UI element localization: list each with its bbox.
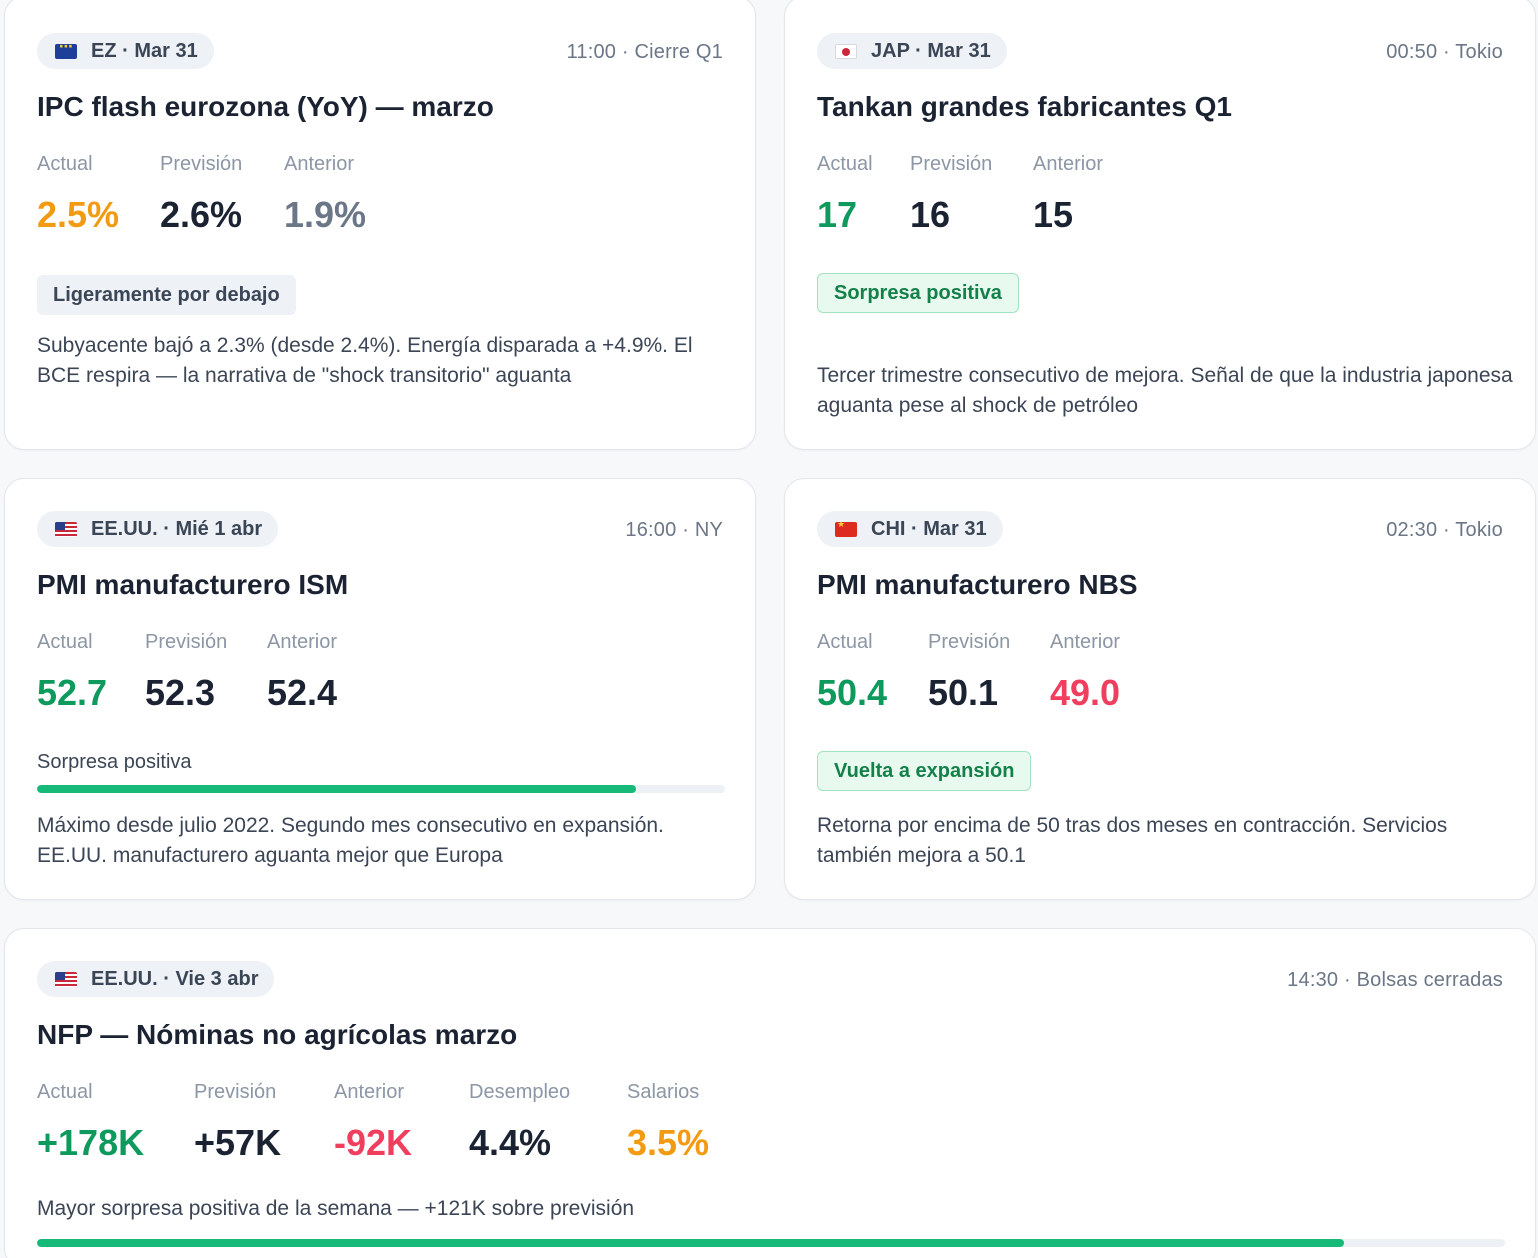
surprise-bar-label: Mayor sorpresa positiva de la semana — +…	[37, 1197, 635, 1220]
metric-label: Actual	[37, 631, 93, 653]
release-time: 14:30 · Bolsas cerradas	[1287, 969, 1503, 991]
country-date-tag: CHI · Mar 31	[817, 511, 1003, 547]
metric-value: 52.4	[267, 672, 338, 713]
surprise-bar-track	[37, 1239, 1505, 1247]
status-badge: Sorpresa positiva	[817, 273, 1019, 313]
metric-actual: Actual 52.7	[37, 631, 145, 713]
event-description: Tercer trimestre consecutivo de mejora. …	[817, 364, 1513, 417]
country-date-tag: EZ · Mar 31	[37, 33, 214, 69]
release-time: 11:00 · Cierre Q1	[566, 41, 723, 63]
metric-label: Actual	[817, 631, 873, 653]
metrics-row: Actual +178K Previsión +57K Anterior -92…	[37, 1081, 709, 1163]
metric-prevision: Previsión +57K	[194, 1081, 334, 1163]
us-flag-icon	[55, 521, 77, 537]
event-card-nfp[interactable]: EE.UU. · Vie 3 abr 14:30 · Bolsas cerrad…	[4, 928, 1536, 1258]
metric-value: 2.6%	[160, 194, 243, 235]
event-title: PMI manufacturero ISM	[37, 569, 349, 600]
tag-text: JAP · Mar 31	[871, 39, 991, 62]
metric-prevision: Previsión 52.3	[145, 631, 267, 713]
metric-value: 49.0	[1050, 672, 1121, 713]
release-time: 02:30 · Tokio	[1386, 519, 1503, 541]
metric-salarios: Salarios 3.5%	[627, 1081, 709, 1163]
event-title: NFP — Nóminas no agrícolas marzo	[37, 1019, 518, 1050]
metric-anterior: Anterior 52.4	[267, 631, 337, 713]
metric-anterior: Anterior 1.9%	[284, 153, 366, 235]
metric-prevision: Previsión 50.1	[928, 631, 1050, 713]
metric-label: Anterior	[334, 1081, 405, 1103]
metric-label: Previsión	[160, 153, 243, 175]
surprise-bar-fill	[37, 1239, 1344, 1247]
metrics-row: Actual 17 Previsión 16 Anterior 15	[817, 153, 1103, 235]
metric-prevision: Previsión 2.6%	[160, 153, 284, 235]
event-description: Subyacente bajó a 2.3% (desde 2.4%). Ene…	[37, 334, 693, 387]
metric-prevision: Previsión 16	[910, 153, 1033, 235]
tag-text: EE.UU. · Vie 3 abr	[91, 967, 259, 990]
metric-label: Previsión	[145, 631, 228, 653]
status-badge: Vuelta a expansión	[817, 751, 1032, 791]
metric-value: -92K	[334, 1122, 413, 1163]
metric-label: Previsión	[928, 631, 1011, 653]
metric-value: 3.5%	[627, 1122, 710, 1163]
status-badge: Ligeramente por debajo	[37, 275, 296, 315]
event-title: Tankan grandes fabricantes Q1	[817, 91, 1232, 122]
metric-value: 50.4	[817, 672, 888, 713]
metric-value: 17	[817, 194, 858, 235]
japan-flag-icon	[835, 43, 857, 59]
event-title: PMI manufacturero NBS	[817, 569, 1138, 600]
metric-value: 52.3	[145, 672, 216, 713]
release-time: 00:50 · Tokio	[1386, 41, 1503, 63]
eu-flag-icon	[55, 43, 77, 59]
event-title: IPC flash eurozona (YoY) — marzo	[37, 91, 494, 122]
tag-text: EE.UU. · Mié 1 abr	[91, 517, 263, 540]
metric-value: 52.7	[37, 672, 108, 713]
metric-label: Anterior	[267, 631, 338, 653]
metric-anterior: Anterior -92K	[334, 1081, 469, 1163]
metric-actual: Actual +178K	[37, 1081, 194, 1163]
event-card-tankan[interactable]: JAP · Mar 31 00:50 · Tokio Tankan grande…	[784, 0, 1536, 450]
metric-anterior: Anterior 15	[1033, 153, 1103, 235]
event-card-ipc-eurozona[interactable]: EZ · Mar 31 11:00 · Cierre Q1 IPC flash …	[4, 0, 756, 450]
country-date-tag: JAP · Mar 31	[817, 33, 1007, 69]
metric-label: Previsión	[910, 153, 993, 175]
metric-actual: Actual 2.5%	[37, 153, 160, 235]
metric-value: 2.5%	[37, 194, 120, 235]
metric-actual: Actual 17	[817, 153, 910, 235]
metric-label: Anterior	[284, 153, 355, 175]
metric-value: 15	[1033, 194, 1074, 235]
tag-text: CHI · Mar 31	[871, 517, 987, 540]
metric-value: +178K	[37, 1122, 145, 1163]
metric-value: 1.9%	[284, 194, 367, 235]
metric-actual: Actual 50.4	[817, 631, 928, 713]
metric-value: 4.4%	[469, 1122, 552, 1163]
metric-label: Previsión	[194, 1081, 277, 1103]
event-description: Máximo desde julio 2022. Segundo mes con…	[37, 814, 664, 867]
metric-value: 50.1	[928, 672, 999, 713]
surprise-bar-track	[37, 785, 725, 793]
metrics-row: Actual 2.5% Previsión 2.6% Anterior 1.9%	[37, 153, 366, 235]
metrics-row: Actual 50.4 Previsión 50.1 Anterior 49.0	[817, 631, 1120, 713]
release-time: 16:00 · NY	[625, 519, 723, 541]
tag-text: EZ · Mar 31	[91, 39, 198, 62]
us-flag-icon	[55, 971, 77, 987]
country-date-tag: EE.UU. · Vie 3 abr	[37, 961, 275, 997]
metric-label: Actual	[37, 1081, 93, 1103]
metric-desempleo: Desempleo 4.4%	[469, 1081, 627, 1163]
metric-label: Anterior	[1033, 153, 1104, 175]
metric-label: Desempleo	[469, 1081, 571, 1103]
event-card-ism[interactable]: EE.UU. · Mié 1 abr 16:00 · NY PMI manufa…	[4, 478, 756, 900]
event-description: Retorna por encima de 50 tras dos meses …	[817, 814, 1448, 867]
metrics-row: Actual 52.7 Previsión 52.3 Anterior 52.4	[37, 631, 337, 713]
metric-label: Anterior	[1050, 631, 1121, 653]
metric-value: 16	[910, 194, 951, 235]
metric-value: +57K	[194, 1122, 282, 1163]
metric-label: Actual	[37, 153, 93, 175]
event-card-nbs[interactable]: CHI · Mar 31 02:30 · Tokio PMI manufactu…	[784, 478, 1536, 900]
metric-label: Salarios	[627, 1081, 700, 1103]
metric-label: Actual	[817, 153, 873, 175]
china-flag-icon	[835, 521, 857, 537]
surprise-bar-label: Sorpresa positiva	[37, 751, 192, 773]
country-date-tag: EE.UU. · Mié 1 abr	[37, 511, 279, 547]
metric-anterior: Anterior 49.0	[1050, 631, 1120, 713]
surprise-bar-fill	[37, 785, 636, 793]
